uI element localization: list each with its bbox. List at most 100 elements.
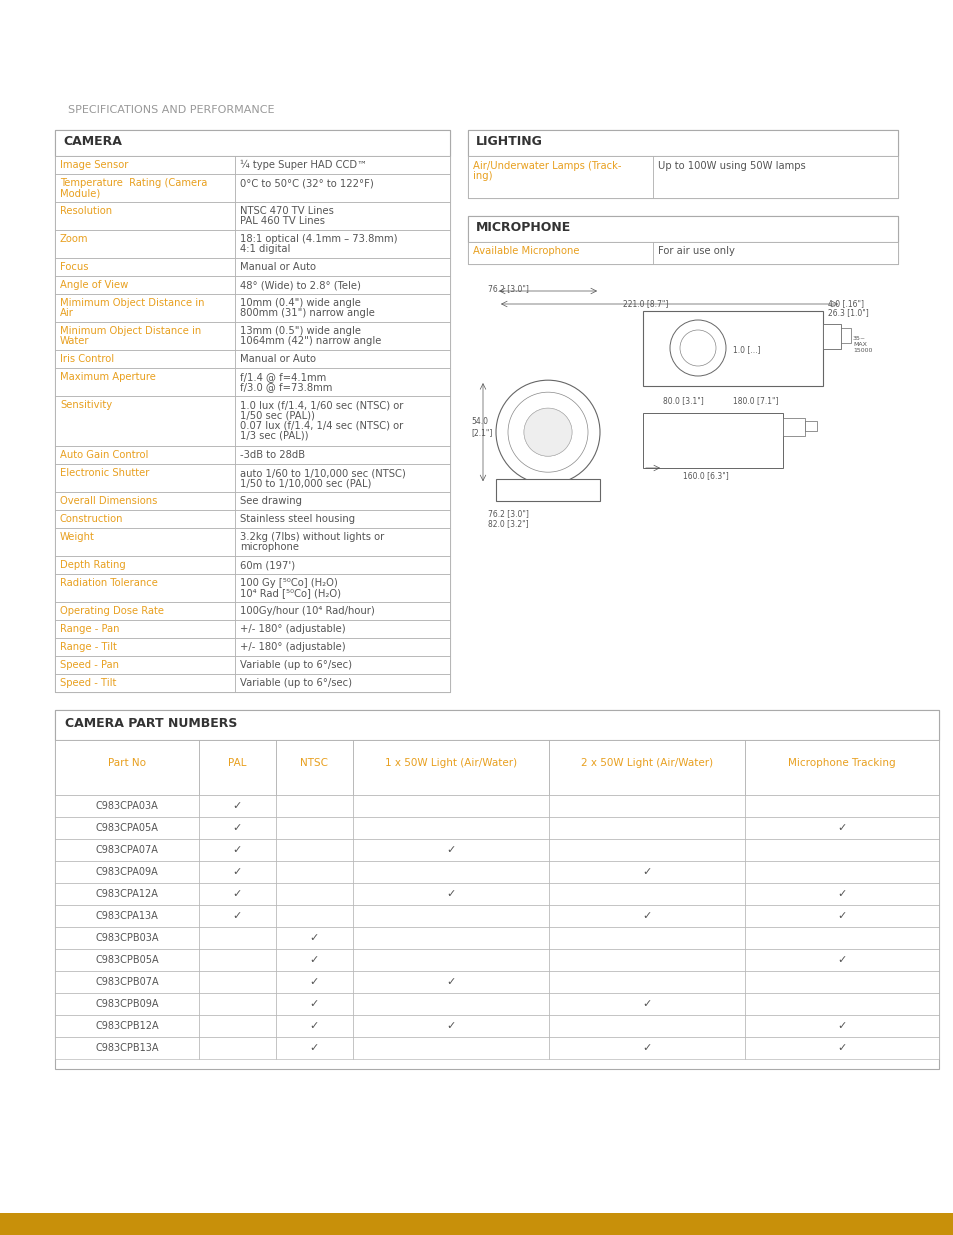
Bar <box>744 993 938 1015</box>
Bar <box>55 674 234 692</box>
Text: Range - Tilt: Range - Tilt <box>60 642 117 652</box>
Text: ing): ing) <box>473 170 492 182</box>
Text: 13mm (0.5") wide angle: 13mm (0.5") wide angle <box>240 326 360 336</box>
Bar <box>275 905 353 927</box>
Text: Resolution: Resolution <box>60 206 112 216</box>
Bar <box>275 1015 353 1037</box>
Text: Angle of View: Angle of View <box>60 280 128 290</box>
Bar <box>744 818 938 839</box>
Bar <box>55 710 938 1070</box>
Text: Weight: Weight <box>60 532 94 542</box>
Bar <box>548 927 744 948</box>
Bar <box>55 993 199 1015</box>
Text: SPECIFICATIONS AND PERFORMANCE: SPECIFICATIONS AND PERFORMANCE <box>68 105 274 115</box>
Text: ✓: ✓ <box>837 955 846 965</box>
Text: C983CPA05A: C983CPA05A <box>95 823 158 832</box>
Text: Overall Dimensions: Overall Dimensions <box>60 496 157 506</box>
Bar <box>353 740 548 795</box>
Text: 0°C to 50°C (32° to 122°F): 0°C to 50°C (32° to 122°F) <box>240 178 374 188</box>
Text: ✓: ✓ <box>310 932 319 944</box>
Text: 10mm (0.4") wide angle: 10mm (0.4") wide angle <box>240 298 360 308</box>
Text: ✓: ✓ <box>233 889 242 899</box>
Bar <box>55 294 234 322</box>
Text: 1064mm (42") narrow angle: 1064mm (42") narrow angle <box>240 336 381 346</box>
Bar <box>55 1015 199 1037</box>
Bar <box>55 656 234 674</box>
Bar <box>642 311 822 387</box>
Text: 10⁴ Rad [⁵⁰Co] (H₂O): 10⁴ Rad [⁵⁰Co] (H₂O) <box>240 588 340 598</box>
Bar <box>275 795 353 818</box>
Text: C983CPB09A: C983CPB09A <box>95 999 158 1009</box>
Text: ✓: ✓ <box>310 977 319 987</box>
Bar <box>55 710 938 740</box>
Bar <box>548 1015 744 1037</box>
Text: Maximum Aperture: Maximum Aperture <box>60 372 155 382</box>
Text: 26.3 [1.0"]: 26.3 [1.0"] <box>827 308 868 317</box>
Text: ✓: ✓ <box>641 911 651 921</box>
Text: MICROPHONE: MICROPHONE <box>476 221 571 233</box>
Text: C983CPA07A: C983CPA07A <box>95 845 158 855</box>
Text: 1/50 sec (PAL)): 1/50 sec (PAL)) <box>240 410 314 420</box>
Text: ✓: ✓ <box>233 823 242 832</box>
Bar <box>353 861 548 883</box>
Bar <box>55 556 234 574</box>
Text: C983CPB07A: C983CPB07A <box>95 977 158 987</box>
Bar <box>744 740 938 795</box>
Bar <box>275 971 353 993</box>
Text: Speed - Tilt: Speed - Tilt <box>60 678 116 688</box>
Bar <box>353 795 548 818</box>
Bar <box>55 368 234 396</box>
Bar <box>548 971 744 993</box>
Bar <box>275 740 353 795</box>
Bar <box>234 510 450 529</box>
Text: Zoom: Zoom <box>60 233 89 245</box>
Text: 2 x 50W Light (Air/Water): 2 x 50W Light (Air/Water) <box>580 758 712 768</box>
Text: Range - Pan: Range - Pan <box>60 624 119 634</box>
Bar <box>468 216 897 242</box>
Bar <box>841 329 850 343</box>
Text: ✓: ✓ <box>837 911 846 921</box>
Bar <box>234 638 450 656</box>
Text: f/3.0 @ f=73.8mm: f/3.0 @ f=73.8mm <box>240 382 332 391</box>
Bar <box>0 1213 953 1235</box>
Bar <box>234 464 450 492</box>
Bar <box>55 130 450 692</box>
Bar <box>234 446 450 464</box>
Bar <box>234 174 450 203</box>
Bar <box>353 948 548 971</box>
Bar <box>55 230 234 258</box>
Bar <box>744 948 938 971</box>
Text: -3dB to 28dB: -3dB to 28dB <box>240 450 305 459</box>
Text: ✓: ✓ <box>446 889 456 899</box>
Bar <box>275 927 353 948</box>
Text: Sensitivity: Sensitivity <box>60 400 112 410</box>
Bar <box>55 322 234 350</box>
Text: ✓: ✓ <box>641 999 651 1009</box>
Bar <box>652 156 897 198</box>
Bar <box>234 656 450 674</box>
Bar <box>234 156 450 174</box>
Bar <box>55 971 199 993</box>
Bar <box>468 130 897 156</box>
Text: ¼ type Super HAD CCD™: ¼ type Super HAD CCD™ <box>240 161 367 170</box>
Bar <box>55 839 199 861</box>
Bar <box>744 927 938 948</box>
Bar <box>548 861 744 883</box>
Circle shape <box>523 409 572 456</box>
Text: C983CPB13A: C983CPB13A <box>95 1044 158 1053</box>
Bar <box>55 740 199 795</box>
Bar <box>548 948 744 971</box>
Bar <box>822 324 841 350</box>
Text: auto 1/60 to 1/10,000 sec (NTSC): auto 1/60 to 1/10,000 sec (NTSC) <box>240 468 405 478</box>
Text: Radiation Tolerance: Radiation Tolerance <box>60 578 157 588</box>
Text: ✓: ✓ <box>446 845 456 855</box>
Bar <box>55 130 450 156</box>
Bar <box>55 275 234 294</box>
Text: 180.0 [7.1"]: 180.0 [7.1"] <box>732 396 778 405</box>
Text: CAMERA PART NUMBERS: CAMERA PART NUMBERS <box>65 718 237 730</box>
Bar <box>55 446 234 464</box>
Text: Image Sensor: Image Sensor <box>60 161 129 170</box>
Bar <box>353 1037 548 1058</box>
Text: ✓: ✓ <box>233 845 242 855</box>
Bar <box>234 556 450 574</box>
